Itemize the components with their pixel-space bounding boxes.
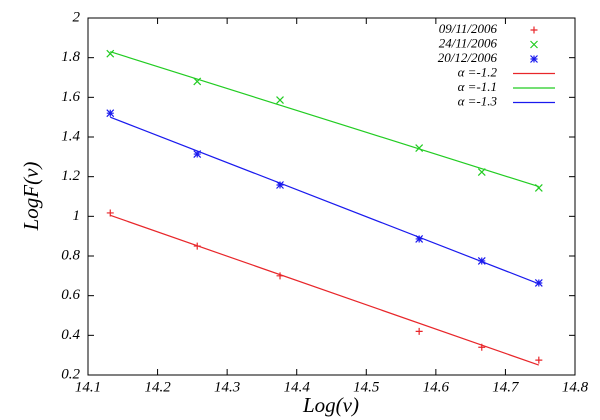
point [106, 49, 115, 58]
plot-frame [87, 17, 576, 376]
y-axis-label: LogF(ν) [19, 162, 43, 232]
legend-swatch [530, 26, 538, 34]
y-tick-label: 0.4 [61, 327, 80, 343]
x-tick-label: 14.4 [284, 379, 311, 395]
point [106, 109, 115, 118]
point [415, 144, 424, 153]
x-axis-label: Log(ν) [302, 393, 359, 417]
legend-label: α =-1.1 [458, 79, 497, 94]
point [193, 77, 202, 86]
point [534, 279, 543, 287]
fit-line [110, 214, 540, 366]
y-tick-label: 0.2 [61, 366, 80, 382]
x-tick-label: 14.6 [423, 379, 450, 395]
point [415, 327, 423, 335]
y-tick-label: 1.2 [61, 168, 80, 184]
legend-label: 24/11/2006 [439, 35, 498, 50]
x-tick-label: 14.7 [492, 379, 520, 395]
x-tick-label: 14.2 [144, 379, 171, 395]
legend-label: 09/11/2006 [439, 21, 498, 36]
y-tick-label: 0.8 [61, 247, 80, 263]
y-tick-label: 1 [73, 208, 81, 224]
point [415, 235, 424, 243]
y-tick-label: 1.6 [61, 89, 80, 105]
legend-label: 20/12/2006 [438, 50, 498, 65]
point [535, 356, 543, 364]
x-tick-label: 14.8 [562, 379, 589, 395]
legend-label: α =-1.2 [458, 64, 498, 79]
y-tick-label: 1.4 [61, 128, 80, 144]
y-tick-label: 0.6 [61, 287, 80, 303]
x-tick-label: 14.1 [75, 379, 101, 395]
fit-line [110, 51, 540, 188]
legend-swatch [530, 55, 538, 63]
legend-label: α =-1.3 [458, 93, 498, 108]
legend-swatch [530, 40, 538, 49]
y-tick-label: 1.8 [61, 49, 80, 65]
point [276, 181, 284, 189]
x-tick-label: 14.5 [353, 379, 380, 395]
fit-line [110, 116, 540, 285]
x-tick-label: 14.3 [214, 379, 240, 395]
point [106, 209, 114, 217]
point [193, 150, 202, 158]
point [276, 96, 284, 105]
y-tick-label: 2 [73, 9, 81, 25]
